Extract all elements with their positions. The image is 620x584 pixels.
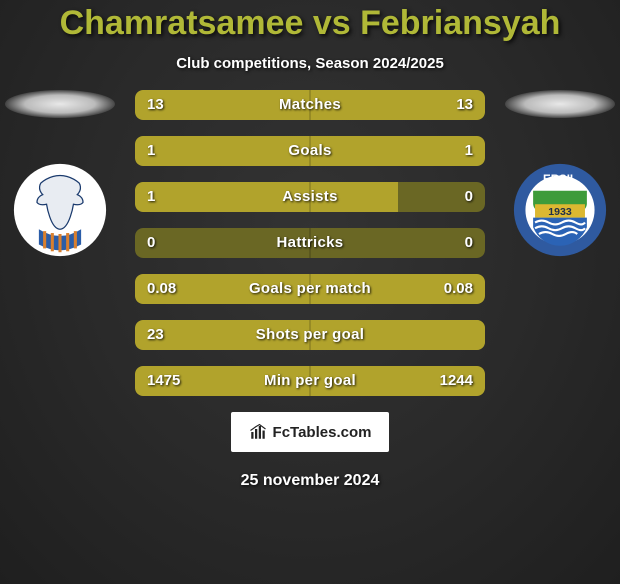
stat-row: Min per goal1475 1244: [135, 366, 485, 396]
stat-label: Shots per goal: [135, 320, 485, 350]
spotlight-ellipse: [505, 90, 615, 118]
stat-value-right: 1: [465, 136, 473, 166]
watermark-text: FcTables.com: [273, 424, 372, 441]
stat-value-right: 0: [465, 228, 473, 258]
stat-row: Assists1 0: [135, 182, 485, 212]
right-club-column: ERSIL 1933: [500, 90, 620, 258]
spotlight-ellipse: [5, 90, 115, 118]
stat-row: Goals1 1: [135, 136, 485, 166]
svg-text:ERSIL: ERSIL: [543, 174, 577, 186]
stat-label: Matches: [135, 90, 485, 120]
left-club-logo: [12, 162, 108, 258]
stat-row: Matches13 13: [135, 90, 485, 120]
watermark: FcTables.com: [231, 412, 389, 452]
page-title: Chamratsamee vs Febriansyah: [0, 4, 620, 43]
right-club-logo: ERSIL 1933: [512, 162, 608, 258]
stat-row: Hattricks0 0: [135, 228, 485, 258]
stat-value-right: 0: [465, 182, 473, 212]
subtitle: Club competitions, Season 2024/2025: [0, 55, 620, 72]
svg-text:1933: 1933: [548, 206, 572, 218]
stats-list: Matches1313Goals11Assists10Hattricks00Go…: [135, 90, 485, 396]
stat-label: Hattricks: [135, 228, 485, 258]
left-club-column: [0, 90, 120, 258]
stat-value-left: 23: [147, 320, 164, 350]
date-label: 25 november 2024: [0, 472, 620, 490]
stat-value-right: 13: [456, 90, 473, 120]
stat-label: Assists: [135, 182, 485, 212]
stat-value-left: 0.08: [147, 274, 176, 304]
chart-icon: [249, 423, 267, 441]
stat-value-left: 1: [147, 182, 155, 212]
stat-value-left: 1475: [147, 366, 180, 396]
stat-value-left: 1: [147, 136, 155, 166]
comparison-area: ERSIL 1933 Matches1313Goals11Assists10Ha…: [0, 90, 620, 396]
stat-value-right: 1244: [440, 366, 473, 396]
stat-value-left: 0: [147, 228, 155, 258]
stat-value-right: 0.08: [444, 274, 473, 304]
stat-value-left: 13: [147, 90, 164, 120]
stat-label: Min per goal: [135, 366, 485, 396]
stat-row: Goals per match0.08 0.08: [135, 274, 485, 304]
stat-label: Goals per match: [135, 274, 485, 304]
stat-label: Goals: [135, 136, 485, 166]
stat-row: Shots per goal23: [135, 320, 485, 350]
